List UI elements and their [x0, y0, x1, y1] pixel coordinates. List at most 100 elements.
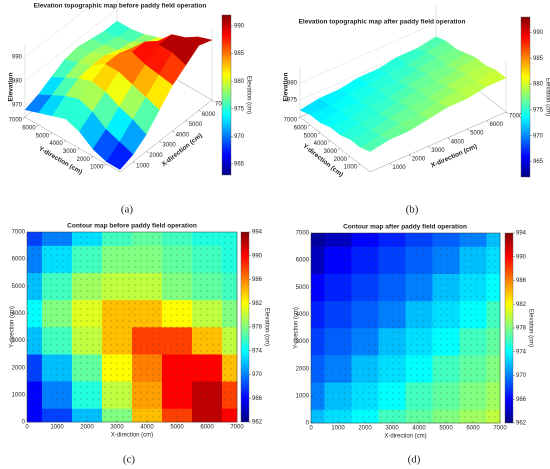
- colorbar-tick-label: 990: [533, 30, 544, 36]
- panel-label: (b): [406, 204, 419, 216]
- y-tick: [22, 116, 26, 119]
- y-tick: [297, 116, 301, 119]
- colorbar-tick-label: 982: [516, 302, 527, 308]
- panel-label: (c): [123, 454, 136, 466]
- z-axis-label: Elevation: [283, 73, 290, 102]
- y-tick-label: 7000: [9, 118, 23, 124]
- x-tick-label: 3000: [110, 425, 124, 431]
- y-tick-label: 3000: [12, 338, 26, 344]
- y-tick-label: 1000: [344, 165, 358, 171]
- colorbar-tick-label: 965: [234, 162, 245, 168]
- y-tick-label: 7000: [284, 118, 298, 124]
- chart-title: Elevation topographic map after paddy fi…: [299, 19, 466, 26]
- x-tick: [467, 128, 470, 131]
- colorbar-tick-label: 965: [533, 159, 544, 165]
- z-tick-label: 990: [12, 55, 23, 61]
- colorbar-tick-label: 994: [252, 230, 263, 236]
- y-tick: [77, 148, 80, 151]
- x-tick-label: 3000: [162, 143, 176, 149]
- y-tick-label: 7000: [12, 230, 26, 236]
- colorbar-tick-label: 990: [516, 254, 527, 260]
- y-tick-label: 3000: [324, 149, 338, 155]
- x-tick: [486, 120, 489, 123]
- y-tick-label: 1000: [90, 165, 104, 171]
- sample-points: [311, 233, 500, 423]
- y-tick: [307, 124, 311, 127]
- y-axis-label: Y-direction (cm): [10, 306, 16, 348]
- x-tick-label: 5000: [170, 425, 184, 431]
- colorbar-tick-label: 974: [252, 348, 263, 354]
- colorbar: [240, 231, 250, 423]
- y-tick: [327, 140, 331, 143]
- colorbar-label: Elevation (cm): [245, 76, 251, 114]
- y-tick-label: 0: [306, 421, 310, 427]
- colorbar-tick-label: 986: [252, 277, 263, 283]
- y-tick-label: 3000: [296, 339, 310, 345]
- grid-line: [299, 22, 437, 84]
- colorbar-tick-label: 978: [252, 325, 263, 331]
- x-tick: [428, 146, 431, 148]
- colorbar: [221, 14, 232, 176]
- y-tick-label: 3000: [63, 149, 77, 155]
- y-axis-label: Y-direction (cm): [294, 307, 300, 349]
- axis-line: [299, 116, 371, 173]
- colorbar-tick-label: 986: [516, 278, 527, 284]
- x-tick-label: 2000: [358, 426, 372, 432]
- y-tick-label: 5000: [304, 133, 318, 139]
- y-tick-label: 1000: [12, 392, 26, 398]
- x-tick-label: 7000: [509, 114, 523, 120]
- sample-points: [27, 232, 237, 422]
- plot-frame: [26, 231, 238, 423]
- axis-line: [119, 99, 213, 173]
- x-tick-label: 2000: [412, 156, 426, 162]
- colorbar-tick-label: 975: [234, 106, 245, 112]
- panel-label: (d): [408, 454, 421, 466]
- y-tick: [347, 156, 351, 158]
- y-tick-label: 4000: [296, 312, 310, 318]
- y-tick-label: 4000: [49, 141, 63, 147]
- y-tick-label: 6000: [22, 125, 36, 131]
- y-tick: [104, 163, 107, 166]
- colorbar-label: Elevation (cm): [263, 308, 269, 346]
- x-tick-label: 5000: [470, 131, 484, 137]
- y-tick: [317, 132, 321, 135]
- colorbar-tick-label: 974: [516, 349, 527, 355]
- y-tick: [90, 156, 93, 158]
- colorbar-tick-label: 990: [252, 253, 263, 259]
- x-tick: [389, 163, 392, 166]
- y-tick-label: 2000: [12, 365, 26, 371]
- colorbar-tick-label: 966: [516, 397, 527, 403]
- x-tick: [211, 99, 215, 102]
- x-tick-label: 7000: [230, 425, 244, 431]
- colorbar-label: Elevation (cm): [527, 309, 533, 347]
- colorbar-tick-label: 975: [533, 107, 544, 113]
- colorbar-tick-label: 990: [234, 24, 245, 30]
- colorbar-tick-label: 970: [234, 134, 245, 140]
- y-tick-label: 4000: [314, 141, 328, 147]
- colorbar-tick-label: 978: [516, 326, 527, 332]
- colorbar-tick-label: 980: [234, 79, 245, 85]
- y-tick: [357, 163, 361, 166]
- x-tick-label: 3000: [385, 426, 399, 432]
- y-tick: [36, 124, 39, 127]
- y-tick-label: 5000: [296, 285, 310, 291]
- y-tick-label: 1000: [296, 393, 310, 399]
- colorbar-label: Elevation (cm): [544, 78, 550, 116]
- chart-title: Elevation topographic map before paddy f…: [34, 3, 207, 10]
- x-tick-label: 4000: [451, 139, 465, 145]
- x-tick-label: 1000: [50, 425, 64, 431]
- colorbar-tick-label: 970: [516, 373, 527, 379]
- x-tick: [172, 130, 175, 133]
- x-tick: [146, 151, 149, 154]
- colorbar-tick-label: 985: [533, 56, 544, 62]
- x-axis-label: X-direction (cm): [111, 433, 153, 439]
- x-tick-label: 1000: [392, 165, 406, 171]
- x-tick: [159, 140, 162, 143]
- z-tick-label: 980: [12, 79, 23, 85]
- y-tick-label: 6000: [294, 125, 308, 131]
- x-tick: [185, 120, 188, 123]
- panel-label: (a): [121, 204, 134, 216]
- colorbar-tick-label: 985: [234, 51, 245, 57]
- y-tick-label: 5000: [12, 284, 26, 290]
